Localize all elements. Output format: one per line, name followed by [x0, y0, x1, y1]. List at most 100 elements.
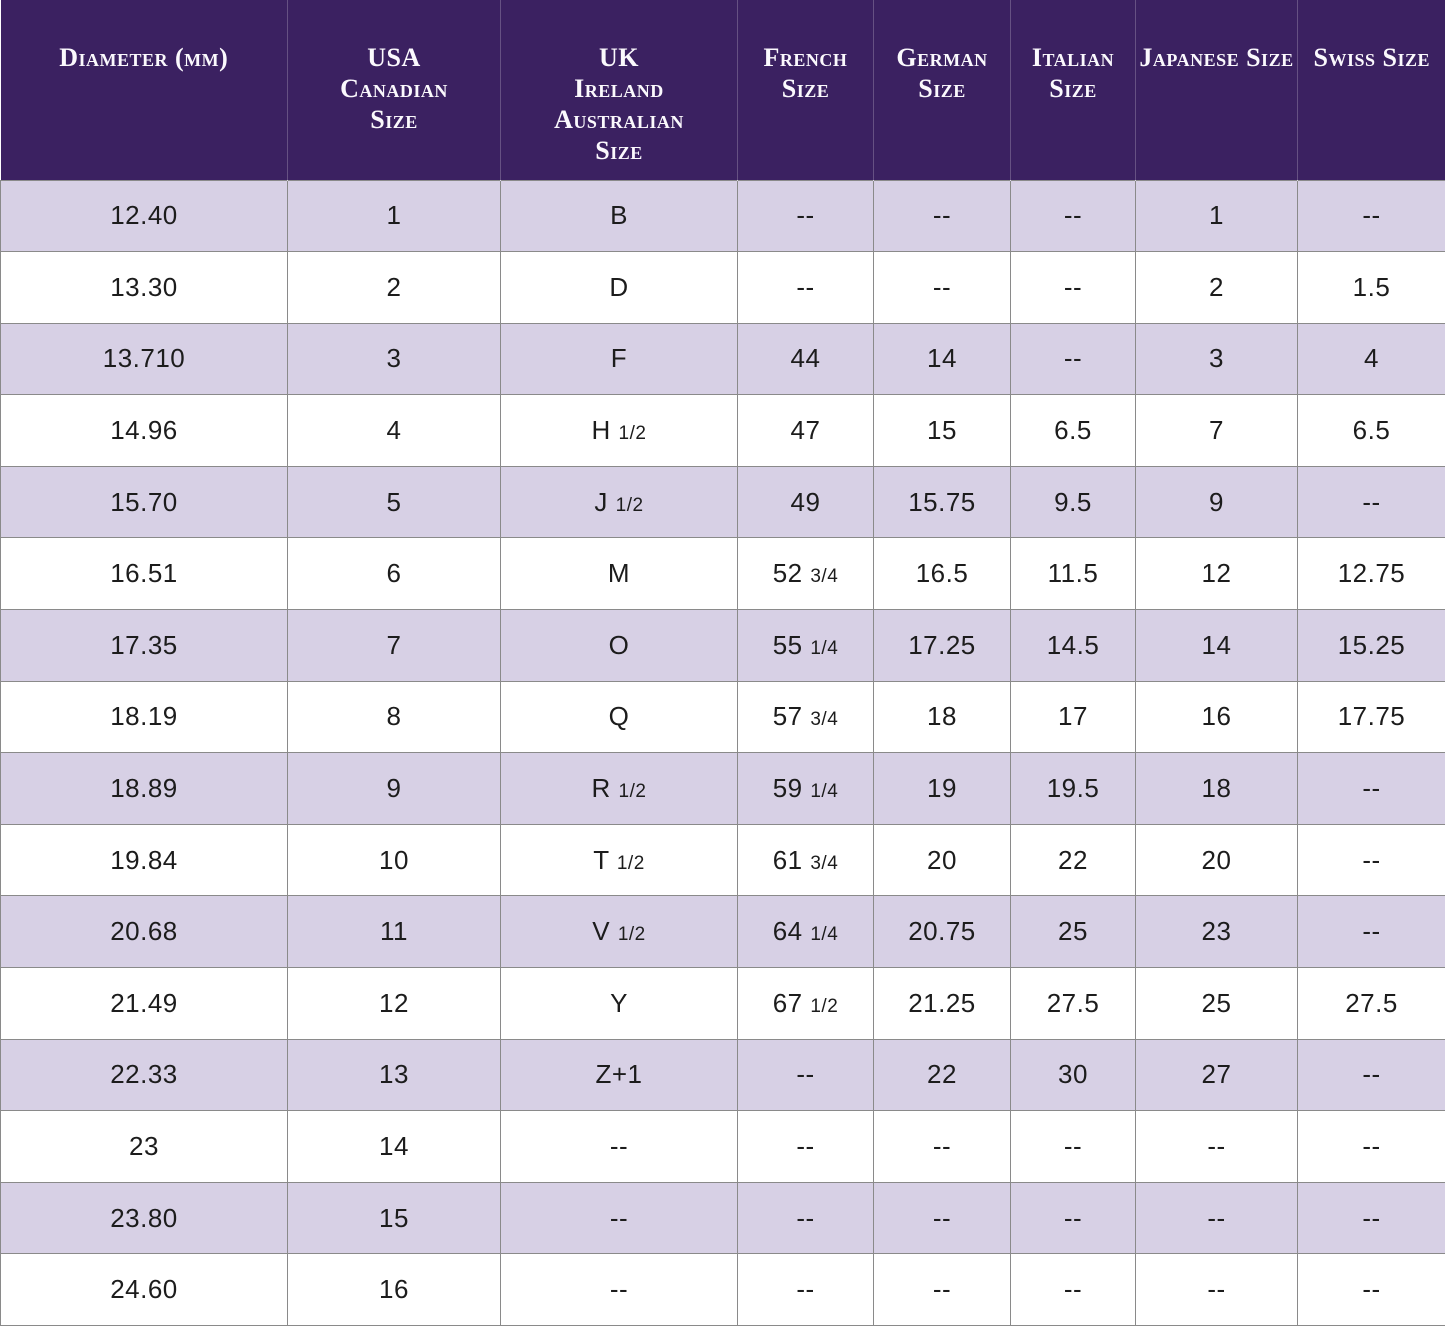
- table-cell: 23: [0, 1110, 288, 1183]
- column-header-line: Size: [370, 105, 418, 134]
- table-cell: J 1/2: [500, 465, 738, 539]
- table-cell: 27.5: [1010, 967, 1136, 1040]
- table-cell: 20: [873, 823, 1011, 897]
- table-row: 14.96 4 H 1/2 47 15 6.5 7 6.5: [0, 394, 1445, 467]
- table-cell: 3: [287, 322, 501, 396]
- table-cell: D: [500, 251, 738, 324]
- table-cell: --: [1135, 1253, 1298, 1326]
- column-header-line: USA: [367, 43, 421, 72]
- fraction-text: 3/4: [810, 852, 839, 874]
- table-cell: 47: [737, 394, 874, 467]
- table-cell: --: [1010, 251, 1136, 324]
- table-cell: 44: [737, 322, 874, 396]
- table-cell: 19.5: [1010, 752, 1136, 825]
- fraction-text: 1/4: [810, 924, 839, 946]
- column-header-uk-ireland-australian-size: UK Ireland Australian Size: [500, 0, 738, 180]
- column-header-line: Size: [918, 74, 966, 103]
- table-cell: --: [737, 1110, 874, 1183]
- table-cell: 20.68: [0, 895, 288, 969]
- table-cell: 4: [1297, 322, 1445, 396]
- table-cell: 16.5: [873, 537, 1011, 611]
- table-cell: 9.5: [1010, 465, 1136, 539]
- table-cell: 18.89: [0, 752, 288, 825]
- table-cell: 25: [1010, 895, 1136, 969]
- column-header-german-size: German Size: [873, 0, 1011, 180]
- table-row: 12.40 1 B -- -- -- 1 --: [0, 179, 1445, 253]
- table-cell: Y: [500, 967, 738, 1040]
- table-cell: 13.710: [0, 322, 288, 396]
- table-cell: 4: [287, 394, 501, 467]
- table-row: 19.84 10 T 1/2 61 3/4 20 22 20 --: [0, 823, 1445, 897]
- table-cell: 22: [873, 1038, 1011, 1112]
- table-cell: 16.51: [0, 537, 288, 611]
- table-row: 17.35 7 O 55 1/4 17.25 14.5 14 15.25: [0, 609, 1445, 682]
- table-cell: --: [737, 251, 874, 324]
- table-cell: 13: [287, 1038, 501, 1112]
- fraction-text: 1/4: [810, 781, 839, 803]
- column-header-line: Size: [781, 74, 830, 103]
- table-cell: 15.25: [1297, 609, 1445, 682]
- table-cell: 49: [737, 465, 874, 539]
- table-cell: 24.60: [0, 1253, 288, 1326]
- table-cell: 25: [1135, 967, 1298, 1040]
- table-cell: 64 1/4: [737, 895, 874, 969]
- table-cell: --: [737, 1038, 874, 1112]
- table-cell: 18: [1135, 752, 1298, 825]
- table-row: 13.30 2 D -- -- -- 2 1.5: [0, 251, 1445, 324]
- column-header-french-size: French Size: [737, 0, 874, 180]
- fraction-text: 1/4: [810, 637, 839, 659]
- header-row: Diameter (mm) USA Canadian Size UK Ireland Aus…: [0, 0, 1445, 180]
- table-cell: 22.33: [0, 1038, 288, 1112]
- column-header-swiss-size: Swiss Size: [1297, 0, 1445, 180]
- table-cell: --: [737, 1253, 874, 1326]
- table-cell: --: [737, 179, 874, 253]
- fraction-text: 1/2: [616, 852, 645, 874]
- table-cell: --: [1010, 1253, 1136, 1326]
- table-cell: 52 3/4: [737, 537, 874, 611]
- column-header-line: Ireland: [574, 74, 664, 103]
- table-cell: 30: [1010, 1038, 1136, 1112]
- table-cell: 23: [1135, 895, 1298, 969]
- table-cell: --: [1297, 1110, 1445, 1183]
- table-cell: --: [500, 1110, 738, 1183]
- column-header-line: Japanese Size: [1139, 43, 1294, 72]
- fraction-text: 3/4: [810, 566, 839, 588]
- table-cell: 55 1/4: [737, 609, 874, 682]
- table-cell: 6.5: [1297, 394, 1445, 467]
- table-row: 16.51 6 M 52 3/4 16.5 11.5 12 12.75: [0, 537, 1445, 611]
- table-cell: --: [500, 1253, 738, 1326]
- table-cell: 21.49: [0, 967, 288, 1040]
- table-cell: --: [1135, 1181, 1298, 1255]
- table-row: 22.33 13 Z+1 -- 22 30 27 --: [0, 1038, 1445, 1112]
- table-cell: Q: [500, 680, 738, 754]
- table-cell: 5: [287, 465, 501, 539]
- table-cell: F: [500, 322, 738, 396]
- table-cell: 15.70: [0, 465, 288, 539]
- table-cell: 15: [287, 1181, 501, 1255]
- table-cell: 10: [287, 823, 501, 897]
- table-cell: 27: [1135, 1038, 1298, 1112]
- column-header-line: Italian: [1031, 43, 1115, 72]
- table-cell: --: [873, 251, 1011, 324]
- table-cell: 13.30: [0, 251, 288, 324]
- table-cell: 18.19: [0, 680, 288, 754]
- column-header-diameter-mm: Diameter (mm): [0, 0, 288, 180]
- table-cell: 57 3/4: [737, 680, 874, 754]
- table-cell: --: [1297, 752, 1445, 825]
- table-cell: --: [873, 1253, 1011, 1326]
- table-cell: T 1/2: [500, 823, 738, 897]
- table-cell: 17.75: [1297, 680, 1445, 754]
- table-cell: 2: [287, 251, 501, 324]
- table-row: 20.68 11 V 1/2 64 1/4 20.75 25 23 --: [0, 895, 1445, 969]
- column-header-line: UK: [599, 43, 639, 72]
- fraction-text: 3/4: [810, 709, 839, 731]
- table-cell: 12: [287, 967, 501, 1040]
- column-header-japanese-size: Japanese Size: [1135, 0, 1298, 180]
- table-cell: --: [1297, 1253, 1445, 1326]
- table-cell: Z+1: [500, 1038, 738, 1112]
- table-cell: 8: [287, 680, 501, 754]
- table-cell: --: [1297, 465, 1445, 539]
- table-cell: --: [1135, 1110, 1298, 1183]
- table-cell: --: [1010, 322, 1136, 396]
